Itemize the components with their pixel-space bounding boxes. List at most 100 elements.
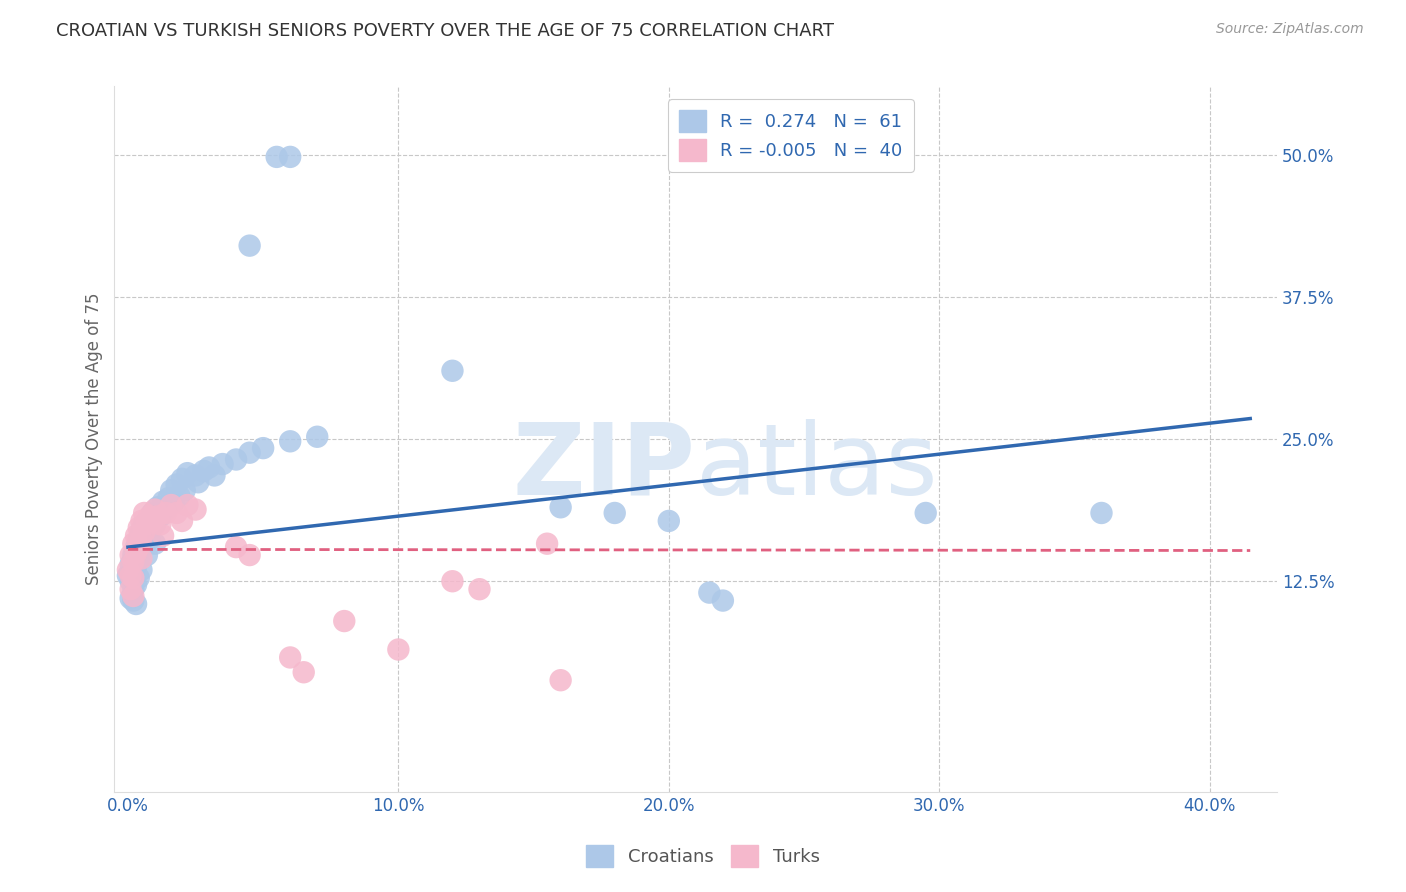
Point	[169, 489, 191, 503]
Point	[176, 466, 198, 480]
Point	[184, 468, 207, 483]
Point	[166, 506, 188, 520]
Point	[134, 525, 156, 540]
Point	[166, 477, 188, 491]
Point	[122, 589, 145, 603]
Point	[141, 514, 163, 528]
Point	[122, 555, 145, 569]
Point	[125, 577, 148, 591]
Point	[141, 506, 163, 520]
Legend: Croatians, Turks: Croatians, Turks	[579, 838, 827, 874]
Point	[225, 540, 247, 554]
Point	[131, 514, 153, 528]
Point	[211, 457, 233, 471]
Point	[468, 582, 491, 597]
Point	[160, 483, 183, 498]
Point	[143, 502, 166, 516]
Point	[122, 548, 145, 562]
Point	[176, 498, 198, 512]
Point	[146, 500, 169, 515]
Point	[239, 445, 262, 459]
Point	[193, 464, 215, 478]
Point	[152, 529, 174, 543]
Point	[278, 150, 301, 164]
Point	[307, 430, 329, 444]
Point	[120, 582, 142, 597]
Point	[138, 509, 160, 524]
Point	[128, 540, 150, 554]
Legend: R =  0.274   N =  61, R = -0.005   N =  40: R = 0.274 N = 61, R = -0.005 N = 40	[668, 99, 914, 172]
Point	[711, 593, 734, 607]
Point	[149, 517, 172, 532]
Point	[117, 568, 139, 582]
Point	[278, 434, 301, 449]
Point	[170, 514, 193, 528]
Point	[239, 238, 262, 252]
Point	[135, 517, 157, 532]
Point	[536, 537, 558, 551]
Point	[143, 537, 166, 551]
Point	[146, 509, 169, 524]
Point	[699, 585, 721, 599]
Point	[134, 537, 156, 551]
Point	[333, 614, 356, 628]
Point	[122, 571, 145, 585]
Point	[120, 568, 142, 582]
Point	[387, 642, 409, 657]
Point	[122, 582, 145, 597]
Point	[122, 593, 145, 607]
Point	[128, 521, 150, 535]
Point	[187, 475, 209, 490]
Point	[198, 460, 221, 475]
Text: atlas: atlas	[696, 418, 938, 516]
Point	[550, 500, 572, 515]
Point	[131, 551, 153, 566]
Point	[125, 546, 148, 560]
Point	[152, 494, 174, 508]
Point	[658, 514, 681, 528]
Point	[155, 506, 177, 520]
Point	[278, 650, 301, 665]
Point	[125, 529, 148, 543]
Point	[138, 532, 160, 546]
Point	[131, 532, 153, 546]
Point	[138, 514, 160, 528]
Text: ZIP: ZIP	[513, 418, 696, 516]
Point	[143, 517, 166, 532]
Point	[120, 591, 142, 606]
Point	[266, 150, 288, 164]
Text: CROATIAN VS TURKISH SENIORS POVERTY OVER THE AGE OF 75 CORRELATION CHART: CROATIAN VS TURKISH SENIORS POVERTY OVER…	[56, 22, 834, 40]
Point	[441, 364, 464, 378]
Point	[160, 498, 183, 512]
Point	[441, 574, 464, 589]
Point	[128, 551, 150, 566]
Point	[134, 506, 156, 520]
Point	[117, 563, 139, 577]
Point	[603, 506, 626, 520]
Point	[122, 537, 145, 551]
Point	[135, 548, 157, 562]
Point	[163, 494, 186, 508]
Point	[170, 472, 193, 486]
Point	[128, 571, 150, 585]
Point	[173, 483, 195, 498]
Point	[120, 548, 142, 562]
Point	[131, 543, 153, 558]
Point	[292, 665, 315, 680]
Point	[135, 525, 157, 540]
Point	[125, 540, 148, 554]
Point	[125, 559, 148, 574]
Point	[149, 509, 172, 524]
Point	[134, 517, 156, 532]
Point	[550, 673, 572, 688]
Point	[157, 491, 180, 506]
Point	[120, 574, 142, 589]
Point	[122, 566, 145, 581]
Point	[204, 468, 226, 483]
Y-axis label: Seniors Poverty Over the Age of 75: Seniors Poverty Over the Age of 75	[86, 293, 103, 585]
Point	[184, 502, 207, 516]
Point	[128, 532, 150, 546]
Text: Source: ZipAtlas.com: Source: ZipAtlas.com	[1216, 22, 1364, 37]
Point	[252, 441, 274, 455]
Point	[120, 557, 142, 571]
